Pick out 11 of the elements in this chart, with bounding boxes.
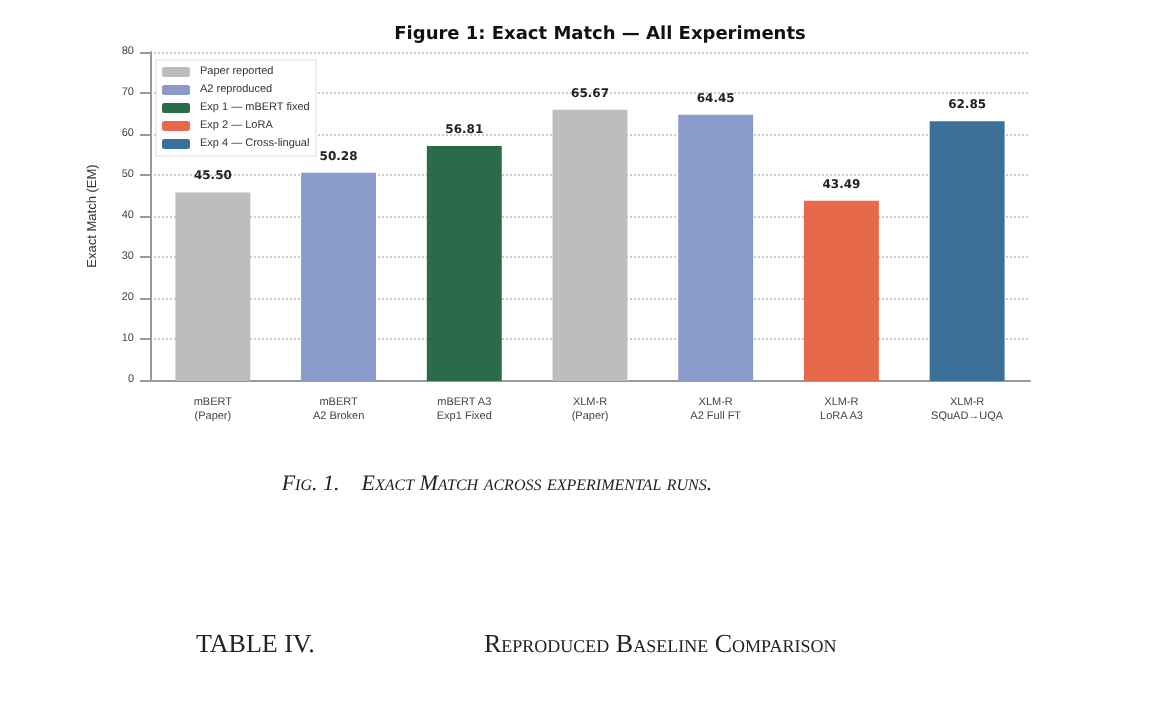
chart-title: Figure 1: Exact Match — All Experiments bbox=[394, 25, 806, 45]
bar bbox=[678, 114, 754, 381]
bar bbox=[929, 121, 1005, 381]
text: TABLE IV. bbox=[196, 628, 315, 660]
caption: Fig. 1. Exact Match across experimental runs. bbox=[279, 472, 715, 496]
text: Reproduced Baseline Comparison bbox=[484, 628, 837, 660]
bar bbox=[426, 146, 502, 381]
bar bbox=[803, 200, 879, 381]
bar bbox=[301, 172, 377, 381]
bar bbox=[175, 192, 251, 381]
bar bbox=[552, 109, 628, 381]
